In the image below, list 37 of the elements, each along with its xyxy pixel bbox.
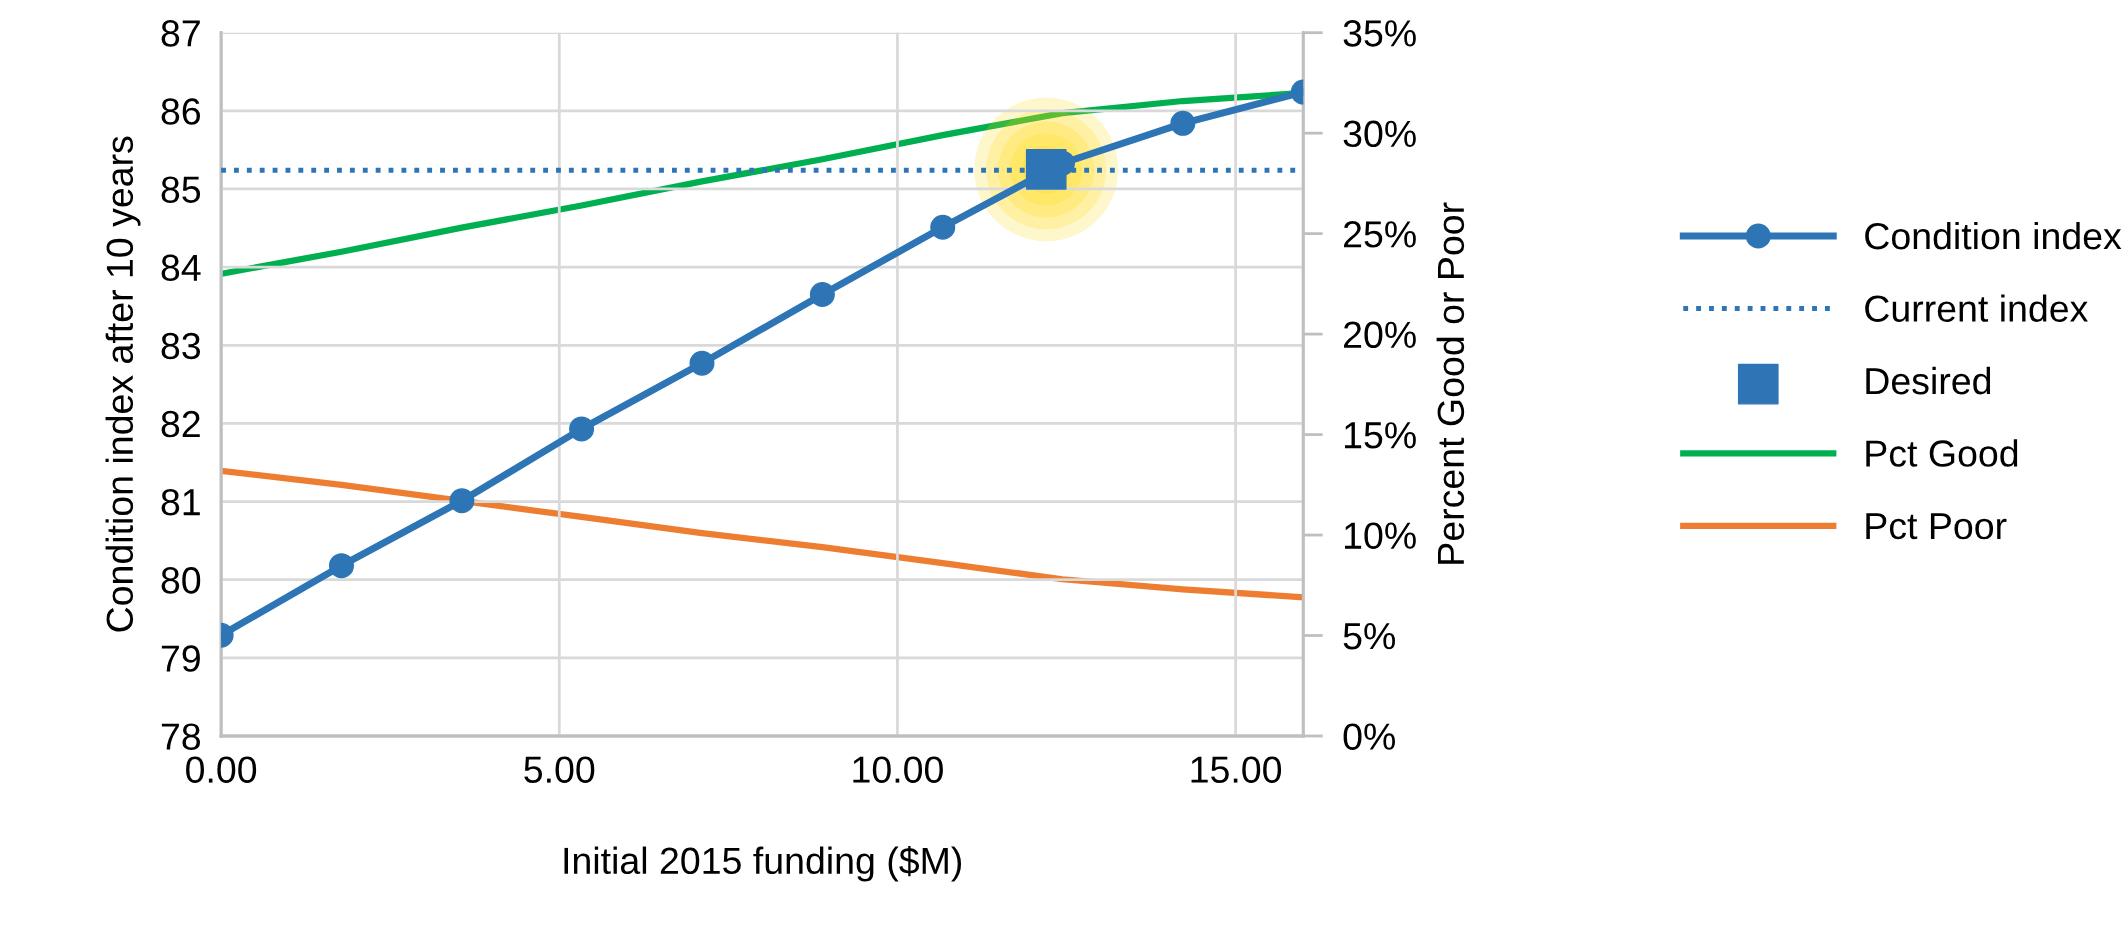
x-tick-label: 15.00 (1191, 756, 1282, 783)
point (569, 416, 595, 442)
y-tick-label: 81 (161, 488, 200, 516)
y-tick-label: 85 (161, 176, 201, 203)
y2-tick-label: 35% (1343, 20, 1416, 47)
y-tick-label: 83 (161, 332, 201, 360)
legend-label: Pct Good (1866, 439, 2018, 467)
x-tick-label: 10.00 (853, 756, 943, 783)
y2-axis-title: Percent Good or Poor (1436, 202, 1465, 564)
x-axis-title: Initial 2015 funding ($M) (564, 845, 962, 882)
y-tick-label: 78 (161, 723, 201, 750)
y2-tick-label: 20% (1344, 321, 1416, 349)
y-axis-title: Condition index after 10 years (105, 136, 141, 632)
y-tick-label: 87 (161, 20, 200, 47)
point (930, 214, 956, 240)
legend-label: Desired (1866, 366, 1991, 395)
y-tick-label: 80 (161, 567, 201, 594)
y2-tick-label: 0% (1343, 723, 1395, 750)
legend-label: Current index (1865, 294, 2088, 322)
y2-tick-label: 15% (1344, 422, 1416, 449)
point (328, 553, 354, 579)
x-tick-label: 0.00 (186, 756, 257, 783)
legend-label: Condition index (1865, 221, 2122, 250)
y2-tick-label: 30% (1343, 120, 1416, 148)
y-tick-label: 82 (161, 410, 200, 438)
point (449, 488, 475, 514)
point (809, 281, 835, 307)
point (1170, 110, 1196, 136)
point (689, 350, 715, 376)
y2-tick-label: 10% (1344, 522, 1416, 550)
y-tick-label: 84 (161, 254, 201, 282)
y-tick-label: 86 (161, 98, 201, 125)
y-tick-label: 79 (161, 645, 200, 672)
y2-tick-label: 5% (1343, 623, 1395, 650)
x-tick-label: 5.00 (524, 756, 595, 783)
legend-label: Pct Poor (1866, 513, 2007, 540)
y2-tick-label: 25% (1344, 221, 1416, 248)
